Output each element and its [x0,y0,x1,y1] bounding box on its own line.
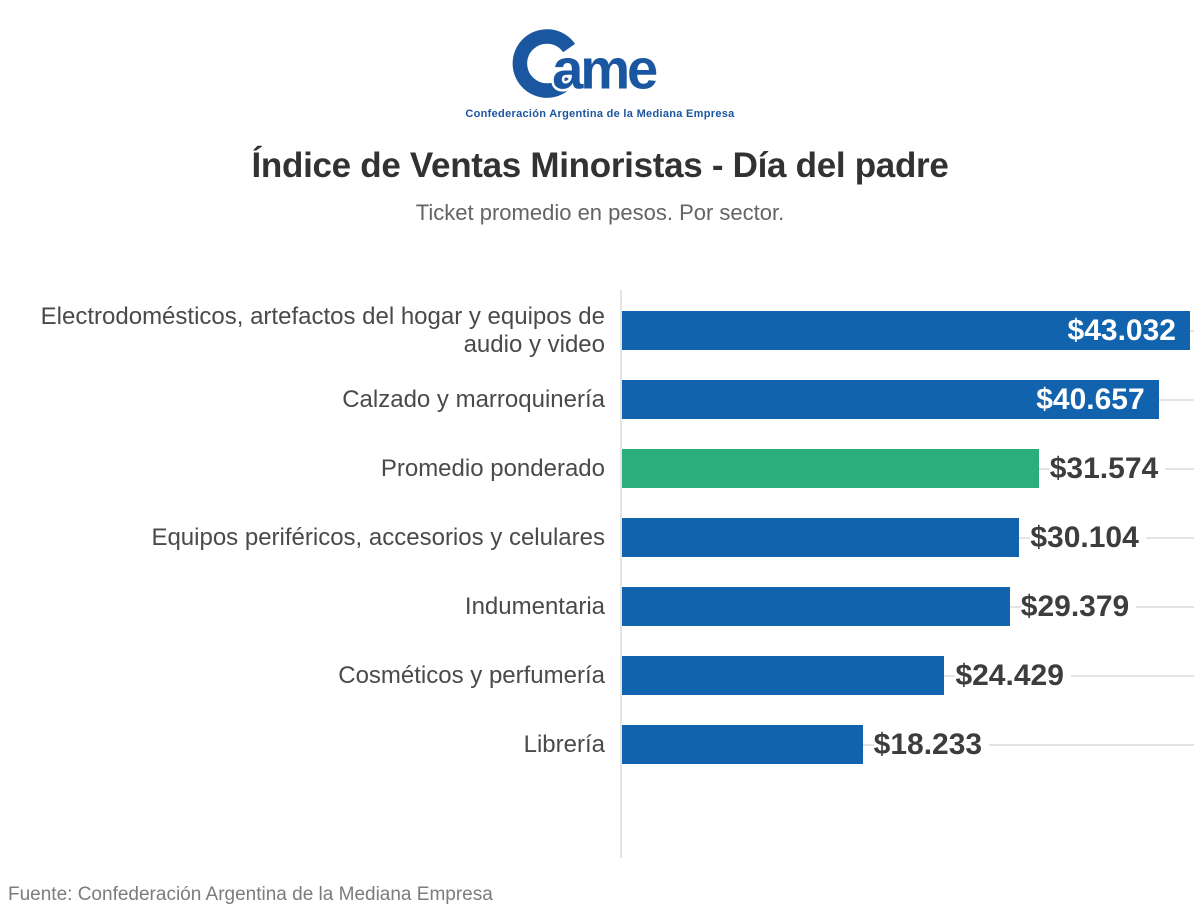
bar-track: $18.233 [622,725,1190,764]
bar [622,380,1159,419]
page-title: Índice de Ventas Minoristas - Día del pa… [251,146,949,185]
value-label: $31.574 [1049,450,1166,487]
chart-row: Promedio ponderado $31.574 [0,434,1194,503]
category-label: Cosméticos y perfumería [338,661,605,689]
bar-track: $29.379 [622,587,1190,626]
bar-track: $43.032 [622,311,1190,350]
category-label: Promedio ponderado [380,454,605,482]
bar [622,449,1039,488]
bar-chart: Electrodomésticos, artefactos del hogar … [0,296,1200,779]
chart-row: Electrodomésticos, artefactos del hogar … [0,296,1194,365]
bar [622,587,1010,626]
page-subtitle: Ticket promedio en pesos. Por sector. [415,200,785,225]
value-label: $40.657 [1036,382,1145,416]
bar-track: $24.429 [622,656,1190,695]
value-label: $43.032 [1067,313,1176,347]
bar-track: $31.574 [622,449,1190,488]
chart-row: Equipos periféricos, accesorios y celula… [0,503,1194,572]
bar [622,656,945,695]
category-label: Calzado y marroquinería [342,385,605,413]
chart-row: Cosméticos y perfumería $24.429 [0,641,1194,710]
category-axis-line [620,290,622,858]
logo-subtext: Confederación Argentina de la Mediana Em… [465,108,735,120]
bar-track: $30.104 [622,518,1190,557]
chart-row: Indumentaria $29.379 [0,572,1194,641]
bar [622,725,863,764]
value-label: $24.429 [955,657,1071,694]
bar-track: $40.657 [622,380,1190,419]
came-logo: ame Confederación Argentina de la Median… [0,24,1200,120]
came-logo-icon: ame [512,29,662,102]
value-label: $18.233 [873,726,990,763]
source-note: Fuente: Confederación Argentina de la Me… [8,884,493,905]
category-label: Indumentaria [464,592,605,620]
svg-text:ame: ame [552,37,657,100]
value-label: $29.379 [1020,588,1137,625]
bar [622,518,1020,557]
value-label: $30.104 [1030,519,1146,556]
chart-row: Calzado y marroquinería $40.657 [0,365,1194,434]
category-label: Equipos periféricos, accesorios y celula… [151,523,605,551]
category-label: Librería [523,730,605,758]
category-label: Electrodomésticos, artefactos del hogar … [40,302,605,358]
chart-row: Librería $18.233 [0,710,1194,779]
bar [622,311,1190,350]
